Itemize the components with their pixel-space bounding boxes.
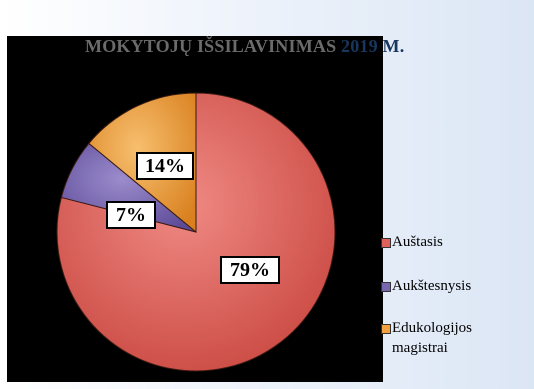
title-part-1: MOKYTOJŲ IŠSILAVINIMAS [85,36,337,56]
pie-slices [56,92,336,372]
legend-swatch [381,324,391,334]
data-label-edukologijos-magistrai: 14% [136,152,194,180]
title-part-2: 2019 M. [341,36,405,56]
data-label-austasis: 79% [220,256,280,284]
legend-swatch [381,238,391,248]
legend-swatch [381,282,391,292]
legend-label: Edukologijos magistrai [392,320,473,356]
legend-label: Aukštesnysis [392,278,472,294]
legend-label: Auštasis [392,234,443,250]
chart-title: MOKYTOJŲ IŠSILAVINIMAS 2019 M. [85,36,525,57]
data-label-aukstesnysis: 7% [106,201,156,229]
